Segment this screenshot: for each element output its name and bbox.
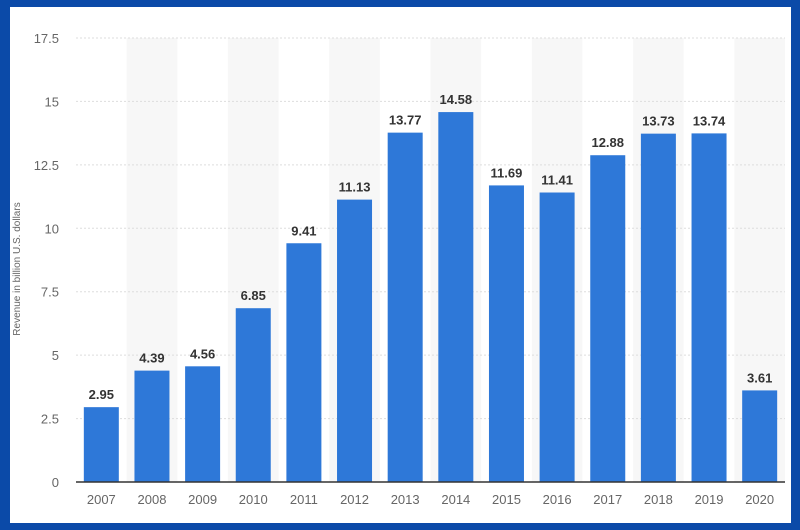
y-tick-label: 17.5 [34, 31, 59, 46]
x-tick-label: 2015 [492, 492, 521, 507]
data-label: 3.61 [747, 370, 772, 385]
y-tick-label: 2.5 [41, 412, 59, 427]
y-tick-label: 7.5 [41, 285, 59, 300]
x-tick-label: 2016 [543, 492, 572, 507]
x-tick-label: 2020 [745, 492, 774, 507]
y-tick-label: 0 [52, 475, 59, 490]
x-tick-label: 2009 [188, 492, 217, 507]
data-label: 9.41 [291, 223, 316, 238]
bar-2010 [235, 308, 271, 482]
data-label: 13.74 [693, 113, 726, 128]
x-tick-label: 2012 [340, 492, 369, 507]
bar-2011 [286, 243, 322, 482]
bar-2018 [640, 133, 676, 483]
bar-2009 [185, 366, 221, 482]
bar-2015 [488, 185, 524, 482]
x-tick-label: 2017 [593, 492, 622, 507]
data-label: 4.56 [190, 346, 215, 361]
x-tick-label: 2014 [441, 492, 470, 507]
chart-frame: Revenue in billion U.S. dollars 0 2.5 5 7.5… [10, 7, 791, 523]
data-label: 13.73 [642, 114, 675, 129]
data-label: 12.88 [591, 135, 624, 150]
x-tick-label: 2010 [239, 492, 268, 507]
y-tick-label: 5 [52, 348, 59, 363]
data-label: 4.39 [139, 351, 164, 366]
x-tick-label: 2013 [391, 492, 420, 507]
data-label: 2.95 [89, 387, 114, 402]
x-tick-label: 2008 [138, 492, 167, 507]
bar-2007 [83, 407, 119, 482]
x-tick-label: 2018 [644, 492, 673, 507]
bar-2008 [134, 370, 170, 482]
x-tick-label: 2019 [695, 492, 724, 507]
y-tick-label: 12.5 [34, 158, 59, 173]
bar-2019 [691, 133, 727, 482]
x-tick-label: 2007 [87, 492, 116, 507]
y-tick-label: 15 [45, 94, 59, 109]
bar-2014 [438, 112, 474, 483]
data-label: 11.13 [339, 180, 371, 195]
data-label: 6.85 [241, 288, 266, 303]
bar-2012 [337, 199, 373, 482]
bar-2013 [387, 132, 423, 482]
bar-chart: Revenue in billion U.S. dollars 0 2.5 5 7.5… [12, 31, 785, 507]
data-label: 11.41 [541, 173, 573, 188]
data-label: 11.69 [491, 165, 523, 180]
bar-2017 [590, 155, 626, 482]
y-axis-label: Revenue in billion U.S. dollars [12, 202, 23, 335]
bar-2020 [742, 390, 778, 482]
x-tick-label: 2011 [290, 492, 318, 507]
data-label: 14.58 [440, 92, 473, 107]
y-tick-label: 10 [45, 221, 59, 236]
bar-2016 [539, 192, 575, 482]
data-label: 13.77 [389, 113, 422, 128]
